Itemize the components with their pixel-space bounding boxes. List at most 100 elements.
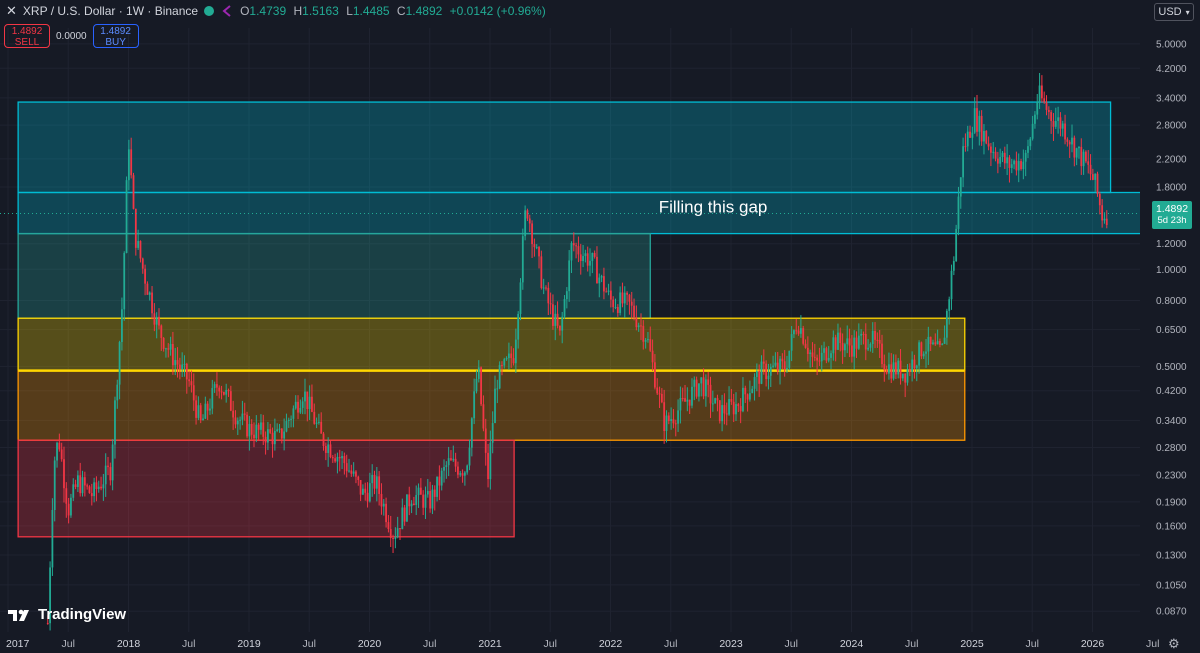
tradingview-logo[interactable]: TradingView — [8, 606, 126, 623]
candle-body — [225, 390, 228, 395]
candle-body — [834, 337, 837, 350]
candle-body — [70, 497, 72, 516]
candle-body — [494, 388, 496, 424]
candle-body — [234, 417, 237, 425]
candle-body — [1061, 123, 1064, 129]
candle-body — [1094, 173, 1097, 180]
candle-body — [758, 371, 761, 384]
candle-body — [343, 456, 346, 464]
candle-body — [753, 377, 756, 389]
candle-body — [236, 420, 239, 425]
candle-body — [626, 292, 628, 295]
candle-body — [806, 347, 809, 354]
candle-body — [672, 419, 675, 424]
candle-body — [584, 253, 587, 257]
candle-body — [883, 364, 886, 370]
time-tick-label: 2023 — [719, 638, 743, 650]
candle-body — [67, 503, 70, 516]
price-tick-label: 0.8000 — [1156, 296, 1187, 307]
candle-body — [959, 177, 962, 197]
candle-body — [125, 180, 128, 253]
candle-body — [603, 276, 605, 292]
candle-body — [850, 345, 853, 357]
time-tick-label: 2021 — [478, 638, 502, 650]
candle-body — [665, 415, 668, 432]
candle-body — [735, 404, 737, 415]
candle-body — [317, 421, 320, 423]
candle-body — [352, 471, 355, 474]
candle-body — [253, 434, 255, 439]
candle-body — [322, 433, 325, 447]
candle-body — [512, 358, 515, 364]
candle-body — [290, 418, 292, 420]
candle-body — [799, 328, 802, 334]
candle-body — [830, 353, 832, 358]
candle-body — [306, 391, 309, 410]
gear-icon[interactable]: ⚙ — [1168, 636, 1180, 651]
time-axis[interactable]: 2017 Jul 2018 Jul 2019 Jul 2020 Jul 2021 Jul 2022 J… — [0, 632, 1200, 653]
candle-body — [596, 256, 598, 284]
candle-body — [155, 316, 158, 325]
candle-body — [554, 313, 557, 326]
candle-body — [790, 334, 793, 351]
candle-body — [257, 424, 260, 430]
candle-body — [674, 423, 677, 425]
candle-body — [915, 365, 918, 369]
close-icon[interactable]: ✕ — [6, 3, 17, 18]
candle-body — [871, 330, 874, 345]
candle-body — [422, 494, 425, 508]
candle-body — [774, 362, 777, 366]
candle-body — [686, 399, 689, 402]
candle-body — [239, 419, 242, 421]
candle-body — [213, 384, 216, 389]
candle-body — [185, 363, 188, 380]
buy-button[interactable]: 1.4892 BUY — [92, 24, 139, 48]
candle-body — [359, 480, 362, 495]
candle-body — [426, 490, 429, 495]
candle-body — [190, 381, 193, 386]
price-tick-label: 0.1600 — [1156, 521, 1187, 532]
candle-body — [679, 397, 682, 411]
candle-body — [605, 291, 608, 293]
candle-body — [410, 503, 413, 507]
compare-arrows-icon[interactable] — [220, 5, 234, 17]
candle-body — [255, 424, 258, 439]
candle-body — [739, 406, 742, 412]
candle-body — [1080, 146, 1083, 167]
candle-body — [408, 494, 411, 507]
sell-button[interactable]: 1.4892 SELL — [4, 24, 50, 48]
gap-annotation: Filling this gap — [659, 197, 768, 216]
symbol-title[interactable]: XRP / U.S. Dollar · 1W · Binance — [22, 4, 199, 18]
candle-body — [939, 341, 941, 345]
candle-body — [936, 341, 939, 345]
time-tick-label: Jul — [1146, 638, 1159, 650]
candle-body — [116, 384, 119, 401]
candle-body — [199, 405, 202, 421]
candle-body — [165, 348, 167, 350]
candle-body — [151, 292, 153, 314]
candle-body — [1040, 85, 1043, 99]
candle-body — [406, 494, 408, 522]
candle-body — [1043, 98, 1046, 103]
candle-body — [577, 246, 580, 255]
candle-body — [1071, 137, 1073, 145]
candle-body — [294, 401, 297, 409]
price-tick-label: 4.2000 — [1156, 64, 1187, 75]
price-tick-label: 0.1900 — [1156, 497, 1187, 508]
candle-body — [1054, 120, 1057, 127]
candle-body — [552, 304, 554, 326]
candle-body — [1008, 157, 1011, 168]
candle-body — [241, 413, 244, 420]
candle-body — [385, 503, 387, 523]
price-axis[interactable]: 5.0000 4.2000 3.4000 2.8000 2.2000 1.8000 1.20… — [1140, 0, 1200, 653]
last-price-value: 1.4892 — [1155, 203, 1189, 215]
candle-body — [287, 419, 290, 422]
candle-body — [547, 287, 550, 304]
candle-body — [976, 108, 978, 132]
currency-selector[interactable]: USD ▾ — [1154, 3, 1194, 21]
candle-body — [216, 384, 218, 388]
candle-body — [1073, 137, 1076, 158]
time-tick-label: 2019 — [237, 638, 261, 650]
candle-body — [222, 392, 225, 395]
